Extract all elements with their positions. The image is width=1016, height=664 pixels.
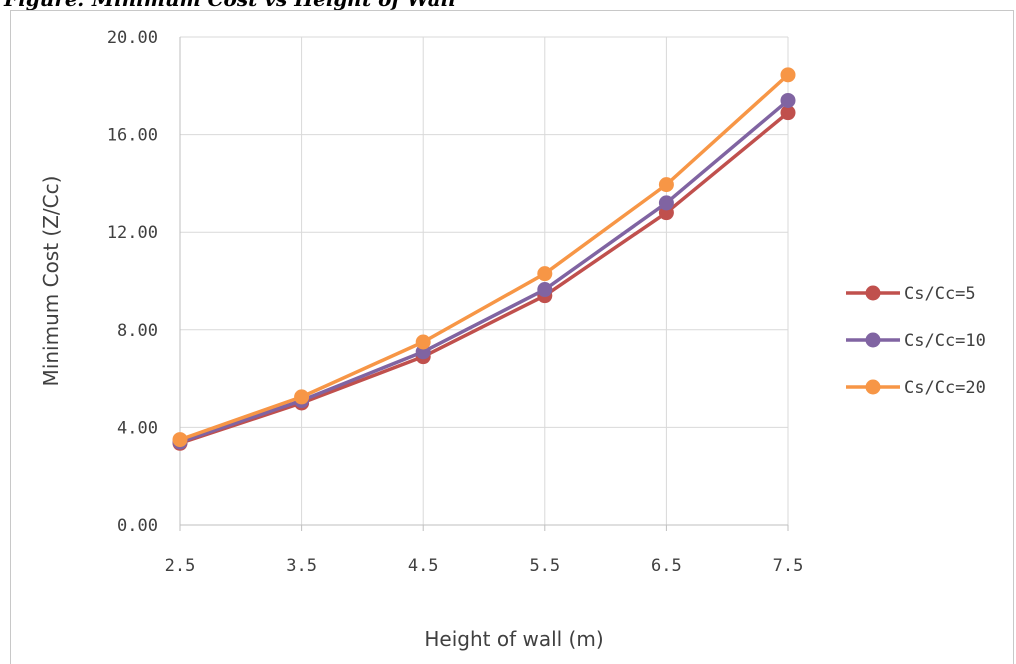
x-tick-label: 4.5 bbox=[408, 556, 439, 576]
legend-item: Cs/Cc=10 bbox=[846, 331, 986, 351]
data-point bbox=[658, 195, 674, 211]
x-tick-label: 7.5 bbox=[773, 556, 804, 576]
data-point bbox=[780, 105, 796, 121]
y-tick-label: 0.00 bbox=[117, 516, 158, 536]
data-point bbox=[658, 177, 674, 193]
data-point bbox=[172, 432, 188, 448]
legend-item: Cs/Cc=20 bbox=[846, 378, 986, 398]
legend-label: Cs/Cc=20 bbox=[904, 378, 986, 398]
series-line bbox=[179, 99, 790, 444]
legend-item: Cs/Cc=5 bbox=[846, 284, 976, 304]
data-point bbox=[780, 67, 796, 83]
x-tick-label: 5.5 bbox=[529, 556, 560, 576]
x-axis-title: Height of wall (m) bbox=[424, 627, 603, 651]
legend: Cs/Cc=5 Cs/Cc=10 Cs/Cc=20 bbox=[846, 284, 986, 398]
series-2 bbox=[172, 92, 796, 450]
data-point bbox=[294, 389, 310, 405]
x-tick-label: 2.5 bbox=[165, 556, 196, 576]
series-line bbox=[179, 111, 790, 445]
data-point bbox=[537, 282, 553, 298]
y-axis-title: Minimum Cost (Z/Cc) bbox=[39, 176, 63, 387]
y-tick-labels: 0.00 4.00 8.00 12.00 16.00 20.00 bbox=[107, 28, 158, 536]
data-point bbox=[537, 266, 553, 282]
series-line bbox=[179, 73, 790, 442]
legend-marker bbox=[865, 332, 881, 348]
y-tick-label: 4.00 bbox=[117, 418, 158, 438]
legend-marker bbox=[865, 379, 881, 395]
legend-marker bbox=[865, 285, 881, 301]
x-tick-labels: 2.5 3.5 4.5 5.5 6.5 7.5 bbox=[165, 556, 804, 576]
data-point bbox=[780, 92, 796, 108]
series-lines bbox=[172, 67, 796, 451]
series-3 bbox=[172, 67, 796, 448]
series-1 bbox=[172, 105, 796, 451]
y-tick-label: 20.00 bbox=[107, 28, 158, 48]
figure-caption-strip: Figure: Minimum Cost vs Height of Wall bbox=[0, 0, 1016, 10]
x-tick-label: 6.5 bbox=[651, 556, 682, 576]
y-tick-label: 8.00 bbox=[117, 321, 158, 341]
gridlines bbox=[179, 36, 789, 531]
chart-frame bbox=[10, 10, 1014, 664]
y-tick-label: 12.00 bbox=[107, 223, 158, 243]
data-point bbox=[415, 334, 431, 350]
y-tick-label: 16.00 bbox=[107, 126, 158, 146]
legend-label: Cs/Cc=10 bbox=[904, 331, 986, 351]
legend-label: Cs/Cc=5 bbox=[904, 284, 976, 304]
x-tick-label: 3.5 bbox=[286, 556, 317, 576]
figure-caption: Figure: Minimum Cost vs Height of Wall bbox=[4, 0, 456, 10]
